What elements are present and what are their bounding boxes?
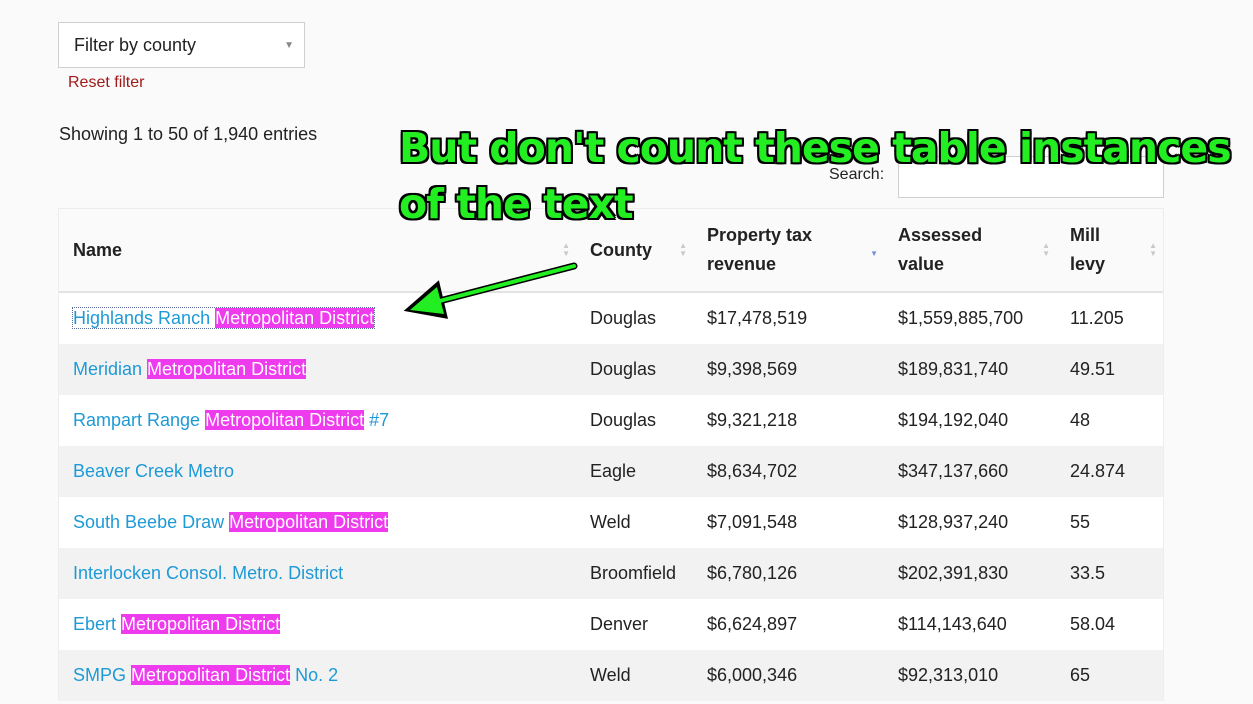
districts-table: Name ▲ ▼ County ▲ ▼ Property tax revenue ▼… (58, 208, 1164, 701)
cell-county: Weld (590, 665, 631, 685)
cell-revenue: $6,624,897 (707, 614, 798, 634)
cell-mill: 24.874 (1070, 461, 1126, 481)
cell-revenue: $6,780,126 (707, 563, 798, 583)
county-filter-select[interactable]: Filter by county ▼ (58, 22, 305, 68)
cell-assessed: $189,831,740 (898, 359, 1009, 379)
district-link[interactable]: Rampart Range Metropolitan District #7 (73, 410, 389, 430)
cell-assessed: $194,192,040 (898, 410, 1009, 430)
cell-name: Rampart Range Metropolitan District #7 (59, 410, 576, 431)
cell-assessed: $114,143,640 (898, 614, 1007, 634)
district-link[interactable]: Meridian Metropolitan District (73, 359, 307, 379)
cell-county: Broomfield (590, 563, 677, 583)
cell-mill: 48 (1070, 410, 1091, 430)
search-highlight: Metropolitan District (205, 410, 365, 430)
column-header-county-label: County (590, 239, 652, 260)
cell-revenue: $17,478,519 (707, 308, 808, 328)
search-highlight: Metropolitan District (121, 614, 281, 634)
cell-revenue: $6,000,346 (707, 665, 798, 685)
table-row: Ebert Metropolitan District Denver $6,624,… (59, 599, 1163, 650)
district-link[interactable]: Beaver Creek Metro (73, 461, 234, 481)
column-header-revenue[interactable]: Property tax revenue ▼ (693, 209, 884, 291)
search-label: Search: (829, 166, 885, 183)
cell-county: Weld (590, 512, 631, 532)
district-name-text: SMPG (73, 665, 132, 685)
table-row: South Beebe Draw Metropolitan District We… (59, 497, 1163, 548)
cell-mill: 11.205 (1070, 308, 1124, 328)
table-header: Name ▲ ▼ County ▲ ▼ Property tax revenue ▼… (59, 209, 1163, 293)
cell-mill: 33.5 (1070, 563, 1106, 583)
search-input[interactable] (898, 156, 1164, 198)
reset-filter-link[interactable]: Reset filter (68, 74, 145, 91)
cell-revenue: $8,634,702 (707, 461, 798, 481)
column-header-county[interactable]: County ▲ ▼ (576, 209, 693, 291)
column-header-name[interactable]: Name ▲ ▼ (59, 209, 576, 291)
cell-assessed: $128,937,240 (898, 512, 1009, 532)
cell-name: South Beebe Draw Metropolitan District (59, 512, 576, 533)
cell-name: Meridian Metropolitan District (59, 359, 576, 380)
county-filter-value: Filter by county (74, 34, 197, 55)
sort-descending-icon: ▼ (870, 249, 878, 258)
district-name-text: South Beebe Draw (73, 512, 230, 532)
table-row: SMPG Metropolitan District No. 2 Weld $6,0… (59, 650, 1163, 701)
table-row: Beaver Creek Metro Eagle $8,634,702 $347,13… (59, 446, 1163, 497)
cell-county: Douglas (590, 308, 657, 328)
sort-icon: ▲ ▼ (562, 241, 570, 258)
table-row: Meridian Metropolitan District Douglas $9,… (59, 344, 1163, 395)
search-highlight: Metropolitan District (131, 665, 291, 685)
table-row: Highlands Ranch Metropolitan District Dou… (59, 293, 1163, 344)
cell-revenue: $9,321,218 (707, 410, 798, 430)
column-header-assessed-label: Assessed value (898, 225, 983, 274)
sort-icon: ▲ ▼ (1149, 241, 1157, 258)
district-name-text: Interlocken Consol. Metro. District (73, 563, 344, 583)
cell-assessed: $1,559,885,700 (898, 308, 1024, 328)
search-highlight: Metropolitan District (229, 512, 389, 532)
district-name-text: Beaver Creek Metro (73, 461, 235, 481)
district-name-suffix: No. 2 (290, 665, 339, 685)
sort-icon: ▲ ▼ (1042, 241, 1050, 258)
cell-name: Interlocken Consol. Metro. District (59, 563, 576, 584)
table-row: Rampart Range Metropolitan District #7 Do… (59, 395, 1163, 446)
table-body: Highlands Ranch Metropolitan District Dou… (59, 293, 1163, 701)
cell-mill: 65 (1070, 665, 1091, 685)
cell-mill: 49.51 (1070, 359, 1116, 379)
district-link[interactable]: Highlands Ranch Metropolitan District (71, 307, 376, 329)
district-link[interactable]: SMPG Metropolitan District No. 2 (73, 665, 338, 685)
district-name-suffix: #7 (364, 410, 390, 430)
cell-name: Highlands Ranch Metropolitan District (59, 307, 576, 329)
district-name-text: Ebert (73, 614, 122, 634)
cell-mill: 58.04 (1070, 614, 1116, 634)
column-header-mill[interactable]: Mill levy ▲ ▼ (1056, 209, 1163, 291)
district-name-text: Rampart Range (73, 410, 206, 430)
entries-info: Showing 1 to 50 of 1,940 entries (59, 124, 318, 144)
column-header-revenue-label: Property tax revenue (707, 225, 813, 274)
district-link[interactable]: Interlocken Consol. Metro. District (73, 563, 343, 583)
cell-name: Ebert Metropolitan District (59, 614, 576, 635)
cell-assessed: $347,137,660 (898, 461, 1009, 481)
column-header-name-label: Name (73, 239, 123, 260)
district-link[interactable]: South Beebe Draw Metropolitan District (73, 512, 389, 532)
district-name-text: Meridian (73, 359, 148, 379)
cell-assessed: $92,313,010 (898, 665, 999, 685)
dropdown-caret-icon: ▼ (284, 40, 294, 51)
column-header-mill-label: Mill levy (1070, 225, 1106, 274)
cell-name: Beaver Creek Metro (59, 461, 576, 482)
district-link[interactable]: Ebert Metropolitan District (73, 614, 281, 634)
search-highlight: Metropolitan District (147, 359, 307, 379)
cell-mill: 55 (1070, 512, 1091, 532)
column-header-assessed[interactable]: Assessed value ▲ ▼ (884, 209, 1056, 291)
cell-county: Denver (590, 614, 649, 634)
search-highlight: Metropolitan District (215, 308, 375, 328)
cell-county: Eagle (590, 461, 637, 481)
cell-name: SMPG Metropolitan District No. 2 (59, 665, 576, 686)
cell-county: Douglas (590, 359, 657, 379)
district-name-text: Highlands Ranch (73, 308, 216, 328)
cell-revenue: $9,398,569 (707, 359, 798, 379)
cell-assessed: $202,391,830 (898, 563, 1009, 583)
cell-county: Douglas (590, 410, 657, 430)
table-row: Interlocken Consol. Metro. District Broom… (59, 548, 1163, 599)
cell-revenue: $7,091,548 (707, 512, 798, 532)
sort-icon: ▲ ▼ (679, 241, 687, 258)
